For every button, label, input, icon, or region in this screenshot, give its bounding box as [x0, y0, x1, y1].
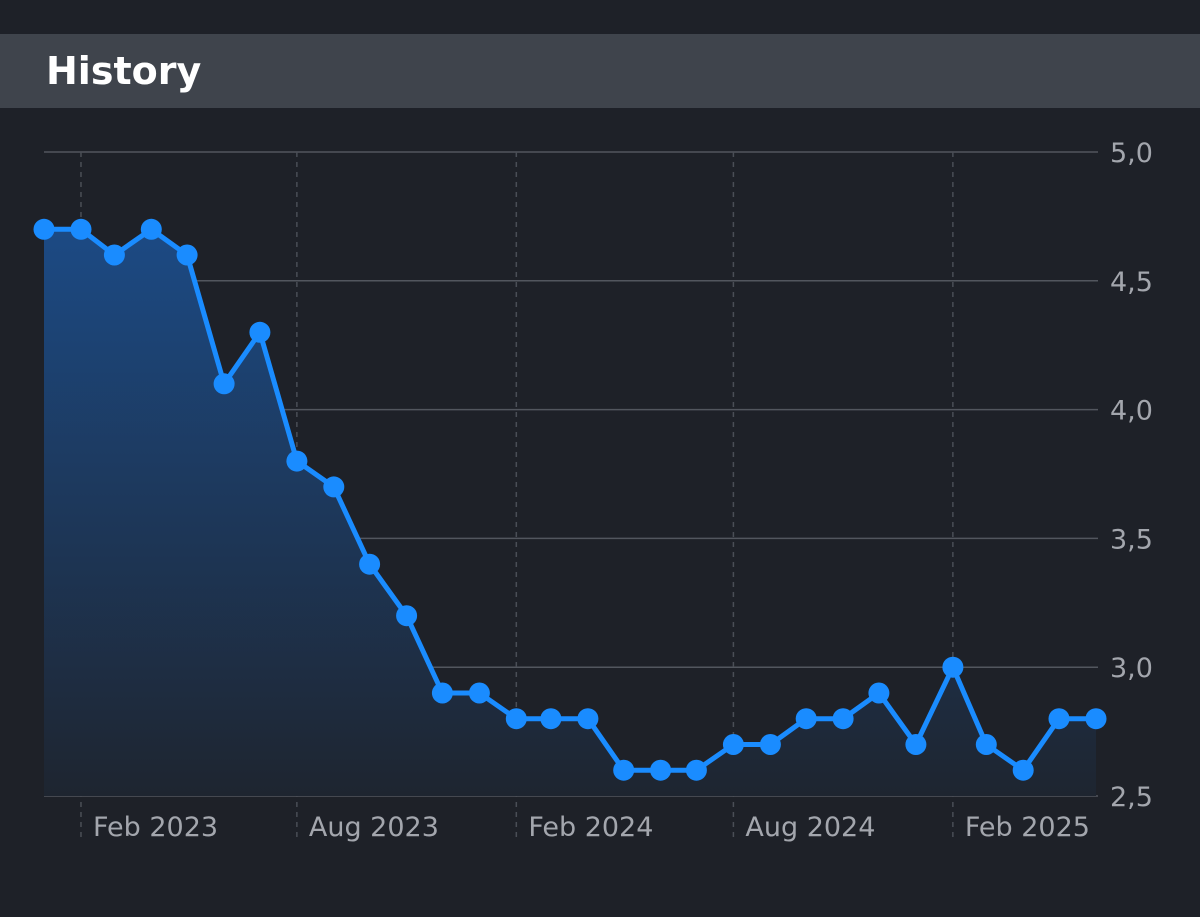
data-point — [505, 708, 527, 730]
y-tick-label: 5,0 — [1110, 138, 1153, 169]
data-point — [1085, 708, 1107, 730]
data-point — [70, 218, 92, 240]
data-points — [33, 218, 1107, 781]
data-point — [1012, 759, 1034, 781]
data-point — [33, 218, 55, 240]
y-tick-labels: 5,0 4,5 4,0 3,5 3,0 2,5 — [1110, 138, 1153, 813]
data-point — [722, 734, 744, 755]
y-tick-label: 3,0 — [1110, 653, 1153, 684]
data-point — [577, 708, 599, 730]
data-point — [323, 476, 345, 498]
data-point — [868, 682, 890, 704]
data-point — [359, 553, 381, 575]
x-tick-label: Aug 2024 — [745, 812, 875, 843]
data-point — [213, 373, 235, 395]
data-point — [942, 656, 964, 678]
data-point — [103, 244, 125, 266]
header-title: History — [46, 49, 202, 93]
x-tick-label: Feb 2023 — [93, 812, 218, 843]
x-tick-label: Feb 2024 — [528, 812, 653, 843]
data-point — [396, 605, 418, 627]
data-point — [540, 708, 562, 730]
data-point — [650, 759, 672, 781]
data-point — [468, 682, 490, 704]
data-point — [613, 759, 635, 781]
data-point — [905, 734, 927, 755]
area-fill — [44, 229, 1096, 797]
data-point — [431, 682, 453, 704]
x-tick-label: Aug 2023 — [309, 812, 439, 843]
y-tick-label: 4,5 — [1110, 267, 1153, 298]
x-tick-label: Feb 2025 — [965, 812, 1090, 843]
data-point — [759, 734, 781, 755]
x-tick-labels: Feb 2023 Aug 2023 Feb 2024 Aug 2024 Feb 2025 — [93, 812, 1090, 843]
data-point — [140, 218, 162, 240]
data-point — [249, 321, 271, 343]
series-line — [41, 226, 1099, 773]
data-point — [795, 708, 817, 730]
y-tick-label: 2,5 — [1110, 782, 1153, 813]
data-point — [975, 734, 997, 755]
y-tick-label: 3,5 — [1110, 524, 1153, 555]
y-tick-label: 4,0 — [1110, 396, 1153, 427]
data-point — [286, 450, 308, 472]
data-point — [832, 708, 854, 730]
history-header: History — [0, 34, 1200, 108]
data-point — [685, 759, 707, 781]
data-point — [176, 244, 198, 266]
data-point — [1048, 708, 1070, 730]
